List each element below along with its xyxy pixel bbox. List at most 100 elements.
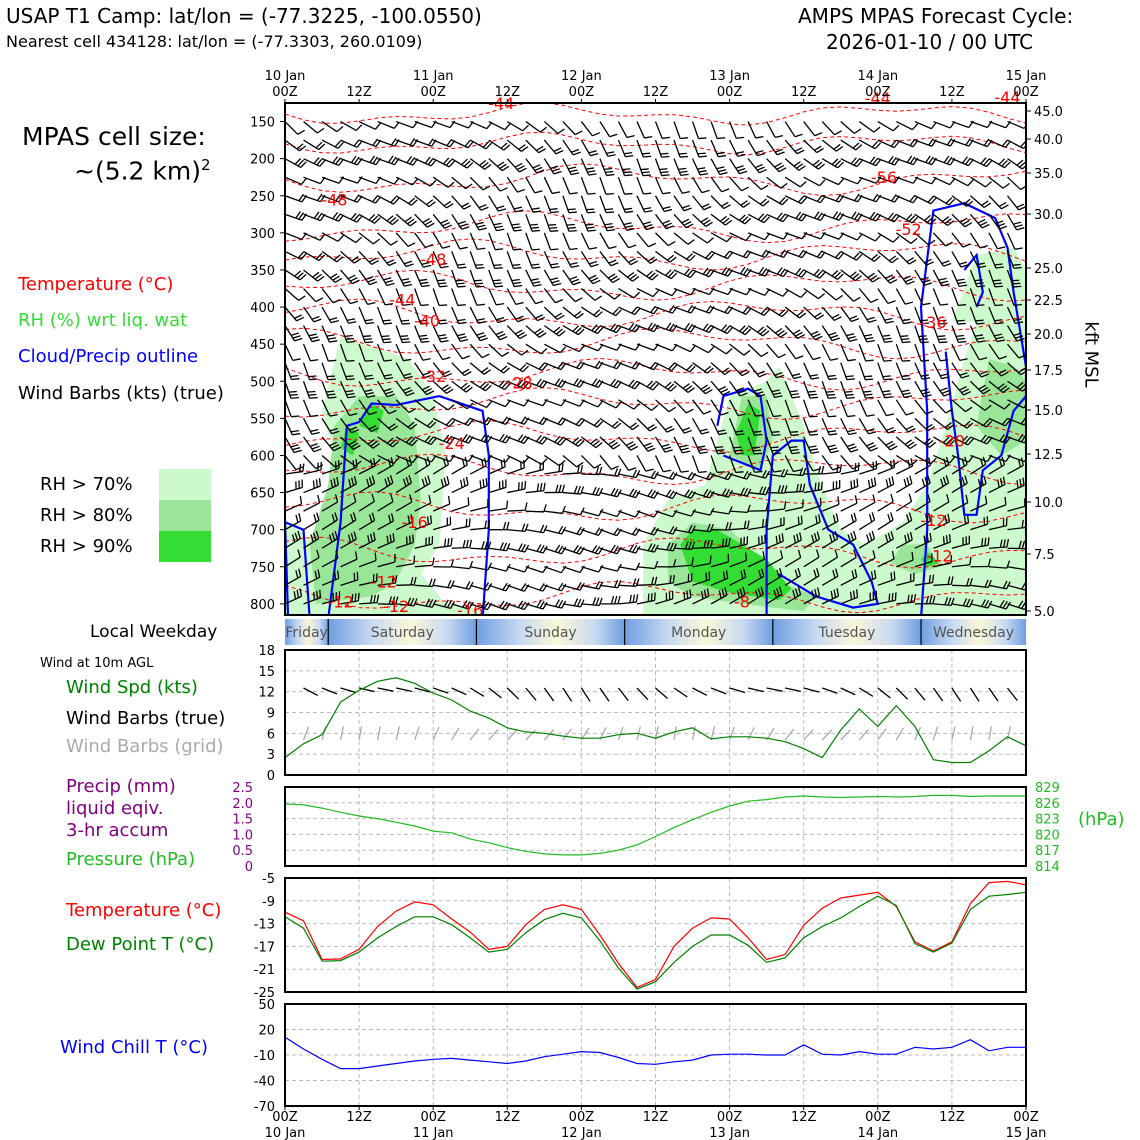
wind-barb-feather <box>679 155 689 158</box>
true-wind-barb <box>766 687 783 692</box>
wind-barb-feather <box>778 197 786 204</box>
wind-barb-feather <box>721 188 730 193</box>
wind-barb <box>358 325 374 344</box>
wind-barb <box>766 586 783 605</box>
wind-barb-feather <box>587 170 596 173</box>
wind-barb <box>377 306 392 325</box>
wind-barb <box>803 325 823 341</box>
wind-barb <box>914 325 929 344</box>
wind-barb-feather <box>315 530 320 539</box>
wind-barb-feather <box>852 273 860 280</box>
wind-barb <box>951 156 974 167</box>
wind-barb-feather <box>465 518 468 527</box>
wind-barb-feather <box>572 281 581 286</box>
wind-barb <box>784 567 802 586</box>
wind-barb-shaft <box>988 288 996 306</box>
wind-barb-feather <box>369 281 378 286</box>
wind-barb <box>896 594 917 605</box>
wind-barb <box>395 494 413 512</box>
wind-barb-feather <box>408 456 413 465</box>
grid-wind-barb <box>728 726 735 741</box>
wind-barb-feather <box>831 337 840 342</box>
wind-barb-feather <box>531 248 540 251</box>
wind-barb-feather <box>964 436 971 444</box>
wind-barb-feather <box>1041 521 1043 529</box>
wind-barb-feather <box>1014 224 1023 228</box>
wind-barb-feather <box>763 309 770 316</box>
wind-barb-feather <box>331 430 340 435</box>
wind-barb <box>340 212 363 223</box>
wind-barb-feather <box>1033 249 1041 250</box>
wind-barb-feather <box>644 209 653 213</box>
wind-barb <box>488 158 510 172</box>
wind-barb-shaft <box>617 455 630 471</box>
forecast-cycle-title: AMPS MPAS Forecast Cycle: <box>798 4 1074 28</box>
wind-barb-feather <box>400 319 410 322</box>
wind-barb-feather <box>719 171 728 176</box>
wind-barb <box>377 195 400 205</box>
wind-barb-feather <box>624 174 633 177</box>
wind-barb-feather <box>315 464 324 470</box>
wind-barb-feather <box>668 305 675 313</box>
wind-barb-shaft <box>951 502 969 512</box>
wind-barb-feather <box>642 152 651 155</box>
wind-barb-feather <box>606 173 615 177</box>
true-wind-barb <box>599 687 610 702</box>
wind-barb-feather <box>780 182 788 189</box>
wind-barb <box>729 232 752 242</box>
wind-barb <box>895 380 913 399</box>
grid-wind-barb <box>525 729 537 741</box>
wind-barb <box>488 139 511 151</box>
wind-barb-shaft <box>488 288 497 306</box>
wind-barb-feather <box>298 295 306 301</box>
wind-barb-feather <box>853 128 862 134</box>
wind-barb-shaft <box>858 399 868 417</box>
wind-barb <box>655 471 678 481</box>
wind-barb <box>877 459 896 475</box>
wind-barb <box>877 306 894 324</box>
wind-barb-feather <box>850 448 859 453</box>
wind-barb-feather <box>374 552 377 561</box>
wind-barb-feather <box>927 195 934 203</box>
wind-barb-feather <box>543 504 547 513</box>
wind-barb <box>488 479 507 494</box>
wind-barb-feather <box>476 303 485 306</box>
wind-barb <box>710 266 734 277</box>
wind-barb-shaft <box>933 120 951 129</box>
wind-barb-shaft <box>766 343 780 359</box>
wind-barb-feather <box>299 145 307 152</box>
wind-barb-feather <box>557 417 564 425</box>
wind-barb-feather <box>402 478 407 487</box>
wind-barb <box>747 418 763 436</box>
wind-barb-feather <box>446 388 454 394</box>
wind-barb-feather <box>634 308 641 315</box>
wind-barb <box>914 176 937 185</box>
wind-barb-shaft <box>691 121 700 139</box>
wind-barb-shaft <box>784 121 796 138</box>
wind-barb-feather <box>776 374 785 379</box>
wind-barb-feather <box>800 515 803 524</box>
wind-barb-feather <box>446 600 452 608</box>
wind-barb <box>469 213 487 231</box>
precip-label-2: liquid eqiv. <box>66 798 164 819</box>
wind-barb-shaft <box>914 232 929 246</box>
wind-barb <box>451 232 468 250</box>
wind-barb-feather <box>557 379 564 387</box>
wind-barb-feather <box>442 245 451 249</box>
wind-barb-feather <box>571 264 580 268</box>
wind-barb-feather <box>458 336 467 340</box>
wind-barb <box>617 214 635 231</box>
wind-barb-shaft <box>988 176 1004 189</box>
wind-barb-feather <box>1000 371 1009 377</box>
isotherm-label: -56 <box>871 168 897 187</box>
wind-barb-feather <box>757 370 765 375</box>
wind-barb <box>581 436 603 449</box>
grid-wind-barb <box>451 727 460 741</box>
wind-barb-feather <box>579 527 585 536</box>
wind-barb <box>914 574 935 586</box>
wind-barb <box>933 120 956 129</box>
wind-barb-shaft <box>803 121 816 137</box>
wind-barb-feather <box>684 322 690 331</box>
wind-barb <box>507 416 530 425</box>
wind-barb-feather <box>615 401 622 409</box>
